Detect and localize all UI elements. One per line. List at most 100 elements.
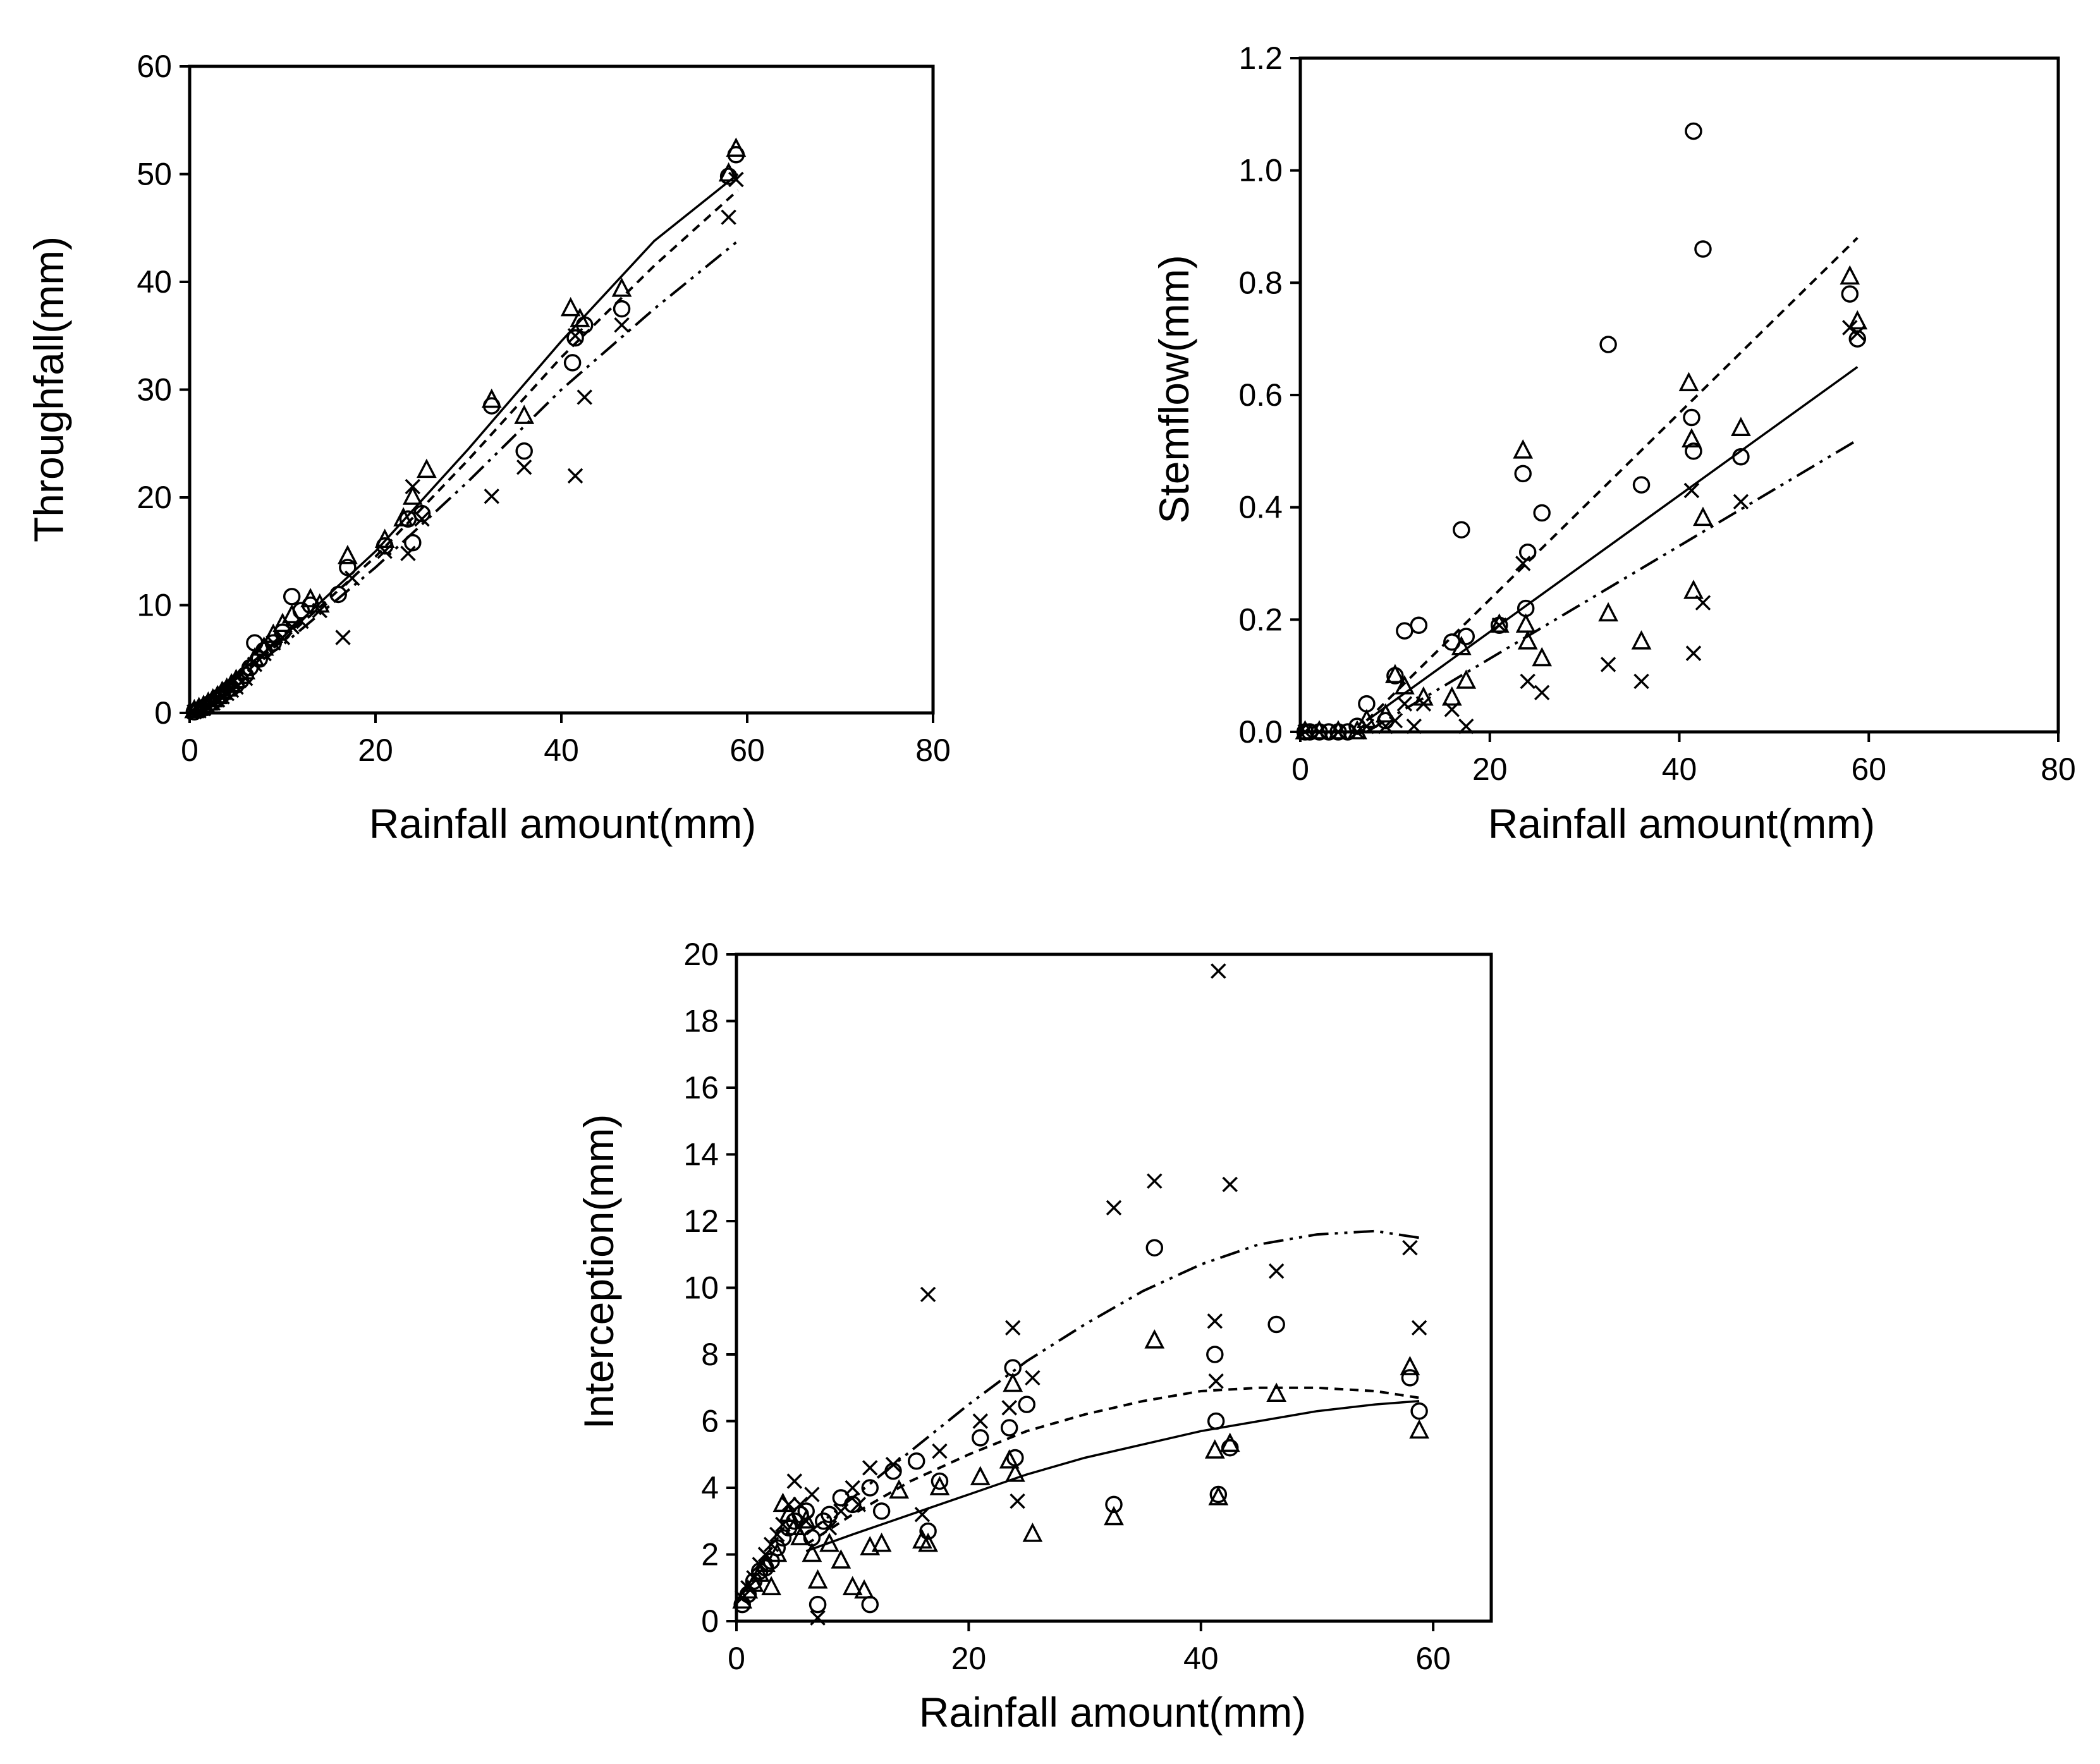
- stemflow-fit-line-solid: [1365, 366, 1859, 722]
- interception-x-point: [1025, 1370, 1041, 1386]
- throughfall-y-tick-label: 0: [154, 695, 172, 731]
- stemflow-circle-point: [1685, 122, 1702, 140]
- stemflow-x-point: [1600, 657, 1616, 672]
- interception-triangle-point: [854, 1579, 874, 1599]
- interception-triangle-point: [796, 1509, 817, 1529]
- throughfall-circle-point: [283, 588, 301, 605]
- interception-triangle-point: [1022, 1523, 1043, 1542]
- throughfall-triangle-point: [560, 296, 581, 317]
- interception-circle-point: [972, 1429, 989, 1447]
- interception-circle-point: [872, 1502, 891, 1520]
- interception-x-point: [1147, 1173, 1163, 1189]
- stemflow-circle-point: [1410, 616, 1428, 634]
- stemflow-x-point: [1396, 696, 1413, 712]
- stemflow-circle-point: [1848, 330, 1867, 348]
- interception-triangle-point: [802, 1542, 822, 1562]
- stemflow-x-tick-label: 60: [1851, 751, 1886, 787]
- interception-triangle-point: [1204, 1439, 1225, 1459]
- stemflow-circle-point: [1339, 723, 1357, 741]
- throughfall-circle-point: [719, 167, 738, 185]
- stemflow-triangle-point: [1517, 630, 1538, 650]
- interception-triangle-point: [1104, 1505, 1124, 1526]
- interception-panel: Interception(mm) Rainfall amount(mm) 0 2 4…: [575, 937, 1493, 1736]
- stemflow-fit-line-dashdotdot: [1365, 439, 1859, 733]
- throughfall-triangle-point: [416, 458, 437, 478]
- stemflow-triangle-point: [1731, 417, 1751, 437]
- interception-circle-point: [1105, 1495, 1123, 1514]
- interception-circle-point: [861, 1479, 879, 1497]
- stemflow-x-point: [1358, 718, 1375, 734]
- interception-x-point: [763, 1536, 779, 1552]
- interception-triangle-point: [1409, 1419, 1429, 1439]
- throughfall-y-axis-title: Throughfall(mm): [25, 236, 72, 542]
- interception-triangle-point: [1400, 1356, 1420, 1375]
- interception-circle-point: [1145, 1239, 1164, 1256]
- throughfall-x-tick-label: 80: [915, 733, 951, 768]
- throughfall-triangle-point: [393, 507, 413, 526]
- stemflow-triangle-point: [1295, 720, 1316, 739]
- stemflow-circle-point: [1396, 622, 1413, 640]
- interception-circle-point: [1410, 1402, 1428, 1420]
- interception-fit-line-solid: [805, 1400, 1420, 1552]
- interception-triangle-point: [871, 1532, 892, 1552]
- stemflow-x-point: [1330, 724, 1346, 740]
- stemflow-triangle-point: [1847, 310, 1868, 330]
- interception-x-point: [885, 1456, 901, 1473]
- interception-y-axis-title: Interception(mm): [575, 1114, 622, 1430]
- stemflow-x-tick-label: 40: [1662, 751, 1697, 787]
- interception-triangle-point: [819, 1532, 839, 1552]
- throughfall-y-tick-label: 40: [137, 264, 172, 300]
- stemflow-x-tick-label: 20: [1472, 751, 1508, 787]
- throughfall-x-point: [186, 704, 202, 720]
- interception-x-point: [752, 1557, 767, 1572]
- interception-x-point: [740, 1580, 756, 1596]
- stemflow-triangle-point: [1489, 613, 1510, 633]
- throughfall-triangle-point: [338, 544, 358, 564]
- stemflow-triangle-point: [1394, 675, 1415, 695]
- interception-y-tick-label: 2: [701, 1537, 719, 1572]
- interception-x-point: [798, 1513, 814, 1529]
- interception-triangle-point: [860, 1536, 881, 1555]
- throughfall-y-tick-label: 20: [137, 480, 172, 515]
- interception-x-point: [914, 1506, 931, 1523]
- stemflow-circle-point: [1533, 504, 1551, 522]
- interception-triangle-point: [929, 1476, 950, 1495]
- interception-x-point: [810, 1610, 826, 1626]
- stemflow-x-point: [1444, 702, 1460, 717]
- interception-x-point: [786, 1473, 803, 1489]
- interception-x-point: [1106, 1200, 1122, 1216]
- interception-circle-point: [1221, 1439, 1239, 1457]
- stemflow-circle-point: [1683, 408, 1700, 427]
- stemflow-y-tick-label: 0.8: [1238, 265, 1283, 300]
- interception-plot-frame: [735, 952, 1493, 1623]
- interception-x-point: [845, 1480, 860, 1496]
- throughfall-triangle-point: [726, 137, 747, 157]
- throughfall-x-point: [345, 570, 360, 587]
- stemflow-x-point: [1515, 556, 1531, 571]
- stemflow-circle-point: [1841, 285, 1859, 303]
- interception-y-tick-label: 4: [701, 1470, 719, 1505]
- interception-triangle-point: [761, 1576, 781, 1595]
- stemflow-x-point: [1842, 320, 1858, 336]
- stemflow-circle-point: [1632, 476, 1651, 494]
- interception-y-tick-label: 20: [683, 937, 719, 972]
- interception-circle-point: [809, 1595, 827, 1614]
- interception-x-point: [746, 1570, 762, 1586]
- stemflow-circle-point: [1320, 723, 1338, 741]
- throughfall-triangle-point: [300, 588, 320, 607]
- interception-x-tick-label: 0: [728, 1641, 745, 1676]
- throughfall-y-tick-label: 10: [137, 588, 172, 623]
- interception-x-point: [833, 1503, 849, 1519]
- stemflow-x-point: [1850, 325, 1865, 341]
- interception-x-point: [1208, 1373, 1224, 1389]
- throughfall-circle-point: [515, 442, 533, 460]
- interception-triangle-point: [1003, 1372, 1023, 1392]
- interception-x-point: [757, 1547, 774, 1562]
- throughfall-circle-point: [566, 329, 584, 347]
- throughfall-x-point: [414, 511, 430, 527]
- interception-triangle-point: [790, 1526, 810, 1545]
- stemflow-x-point: [1633, 673, 1649, 690]
- stemflow-y-tick-label: 0.6: [1238, 377, 1283, 413]
- interception-circle-point: [797, 1502, 815, 1520]
- interception-circle-point: [907, 1452, 925, 1470]
